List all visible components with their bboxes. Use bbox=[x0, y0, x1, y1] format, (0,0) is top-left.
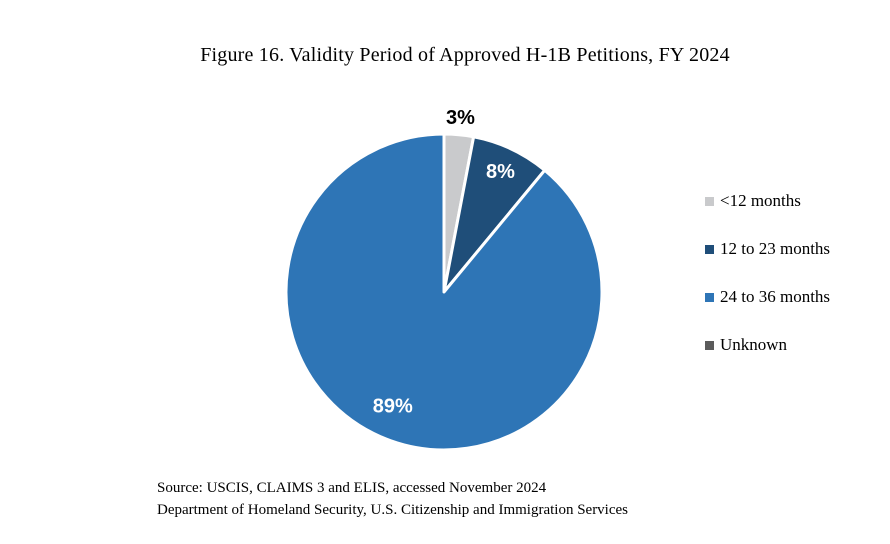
pie-slice-label: 89% bbox=[373, 396, 413, 418]
legend-label: Unknown bbox=[720, 335, 788, 354]
legend-label: 24 to 36 months bbox=[720, 287, 831, 306]
pie-slice-label: 3% bbox=[446, 107, 475, 129]
legend-swatch bbox=[705, 196, 714, 206]
legend-swatch bbox=[705, 292, 714, 302]
source-line-1: Source: USCIS, CLAIMS 3 and ELIS, access… bbox=[157, 480, 547, 496]
legend: <12 months 12 to 23 months 24 to 36 months… bbox=[705, 191, 831, 384]
legend-item: 24 to 36 months bbox=[705, 287, 831, 306]
pie-slice bbox=[284, 132, 604, 452]
pie-slice-label: 8% bbox=[486, 161, 515, 183]
legend-label: 12 to 23 months bbox=[720, 239, 831, 258]
legend-swatch bbox=[705, 244, 714, 254]
legend-item: Unknown bbox=[705, 335, 830, 354]
source-line-2: Department of Homeland Security, U.S. Ci… bbox=[157, 502, 629, 518]
legend-item: 12 to 23 months bbox=[705, 239, 831, 258]
legend-label: <12 months bbox=[720, 191, 801, 210]
source-note: Source: USCIS, CLAIMS 3 and ELIS, access… bbox=[157, 477, 628, 521]
legend-swatch bbox=[705, 340, 714, 350]
page-title: Figure 16. Validity Period of Approved H… bbox=[200, 44, 730, 66]
legend-item: <12 months bbox=[705, 191, 830, 210]
